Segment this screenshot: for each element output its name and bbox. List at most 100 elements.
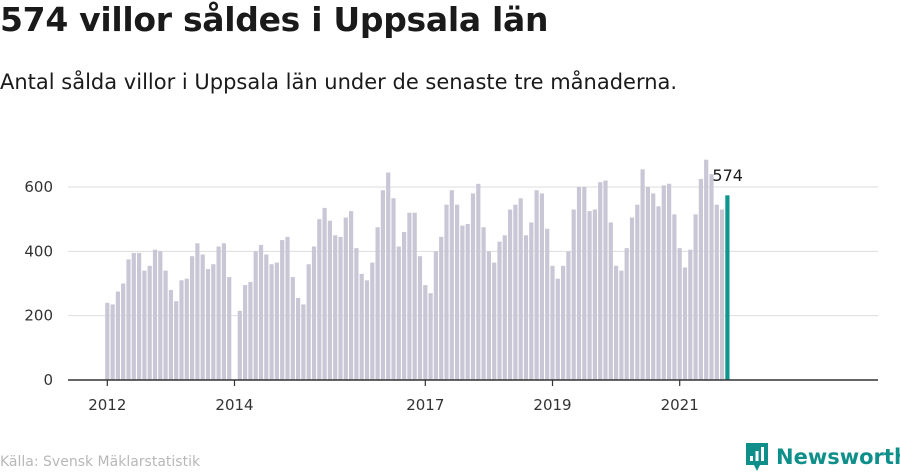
bar: [152, 249, 158, 380]
bar: [508, 209, 513, 380]
bar: [576, 187, 582, 380]
bar: [227, 277, 232, 380]
bar: [672, 214, 677, 380]
newsworthy-logo-icon: [746, 443, 768, 471]
bar: [354, 248, 359, 380]
bar: [115, 291, 120, 380]
bar: [179, 280, 184, 380]
bar: [476, 183, 481, 380]
brand-name: Newsworthy: [776, 445, 900, 469]
bar: [566, 251, 571, 380]
x-tick-label: 2021: [661, 396, 699, 414]
bar: [688, 249, 693, 380]
bar: [550, 265, 555, 380]
bar: [635, 204, 640, 380]
bar: [720, 209, 725, 380]
bar: [661, 185, 666, 380]
page-title: 574 villor såldes i Uppsala län: [0, 0, 549, 39]
bar: [449, 190, 454, 380]
bar: [301, 304, 306, 380]
bar: [322, 207, 327, 380]
bar: [412, 212, 417, 380]
bar: [306, 264, 311, 380]
bar: [280, 240, 285, 380]
bar: [545, 228, 550, 380]
bar: [184, 278, 189, 380]
x-tick-label: 2017: [406, 396, 444, 414]
bar: [656, 206, 661, 380]
bar: [163, 270, 168, 380]
bar: [433, 251, 438, 380]
x-tick-label: 2014: [215, 396, 253, 414]
bar: [444, 204, 449, 380]
bar: [624, 248, 629, 380]
bar: [539, 193, 544, 380]
bar: [502, 235, 507, 380]
bar: [651, 193, 656, 380]
bar: [629, 217, 635, 380]
bar: [497, 241, 502, 380]
newsworthy-brand[interactable]: Newsworthy: [744, 440, 900, 474]
bar: [333, 235, 338, 380]
bar: [248, 281, 253, 380]
bar: [168, 289, 173, 380]
bar: [698, 178, 703, 380]
bar: [370, 262, 375, 380]
bar: [704, 159, 709, 380]
bar: [343, 217, 348, 380]
bar: [465, 223, 470, 380]
bar: [205, 269, 211, 380]
bar: [137, 252, 142, 380]
bar-highlight: [725, 195, 730, 380]
bar: [258, 244, 264, 380]
bar: [592, 209, 597, 380]
bar: [380, 190, 385, 380]
bar: [582, 187, 587, 380]
bar: [386, 172, 391, 380]
x-tick-label: 2019: [533, 396, 571, 414]
bar: [603, 180, 608, 380]
bar: [571, 209, 576, 380]
bar: [587, 211, 592, 381]
bar: [481, 227, 486, 380]
bar: [667, 183, 672, 380]
bar: [455, 204, 460, 380]
bar: [126, 259, 131, 381]
bar: [142, 270, 147, 380]
bar: [619, 270, 624, 380]
bar: [614, 265, 619, 380]
bar: [359, 273, 364, 380]
bar: [417, 256, 423, 380]
bar: [158, 251, 163, 380]
highlight-value-label: 574: [712, 166, 743, 185]
bar: [253, 251, 258, 380]
bar: [195, 243, 200, 380]
bar: [677, 248, 682, 380]
bar: [264, 254, 269, 380]
bar: [131, 252, 136, 380]
bar: [375, 227, 380, 380]
bar: [518, 198, 523, 380]
bar: [338, 236, 343, 380]
bar: [200, 254, 205, 380]
bar: [349, 211, 354, 381]
bar: [296, 297, 301, 380]
y-tick-label: 200: [24, 307, 53, 325]
bar: [364, 280, 370, 380]
bar: [513, 204, 518, 380]
bar: [693, 214, 698, 380]
bar: [237, 310, 242, 380]
bar: [274, 262, 279, 380]
bar: [174, 301, 179, 380]
bar: [327, 220, 332, 380]
page-subtitle: Antal sålda villor i Uppsala län under d…: [0, 70, 678, 94]
bar: [640, 169, 645, 380]
bar: [190, 256, 195, 380]
bar: [396, 246, 401, 380]
bar: [439, 236, 444, 380]
bar: [147, 265, 152, 380]
bar: [402, 232, 407, 380]
bar: [243, 285, 248, 380]
bar: [470, 193, 476, 380]
